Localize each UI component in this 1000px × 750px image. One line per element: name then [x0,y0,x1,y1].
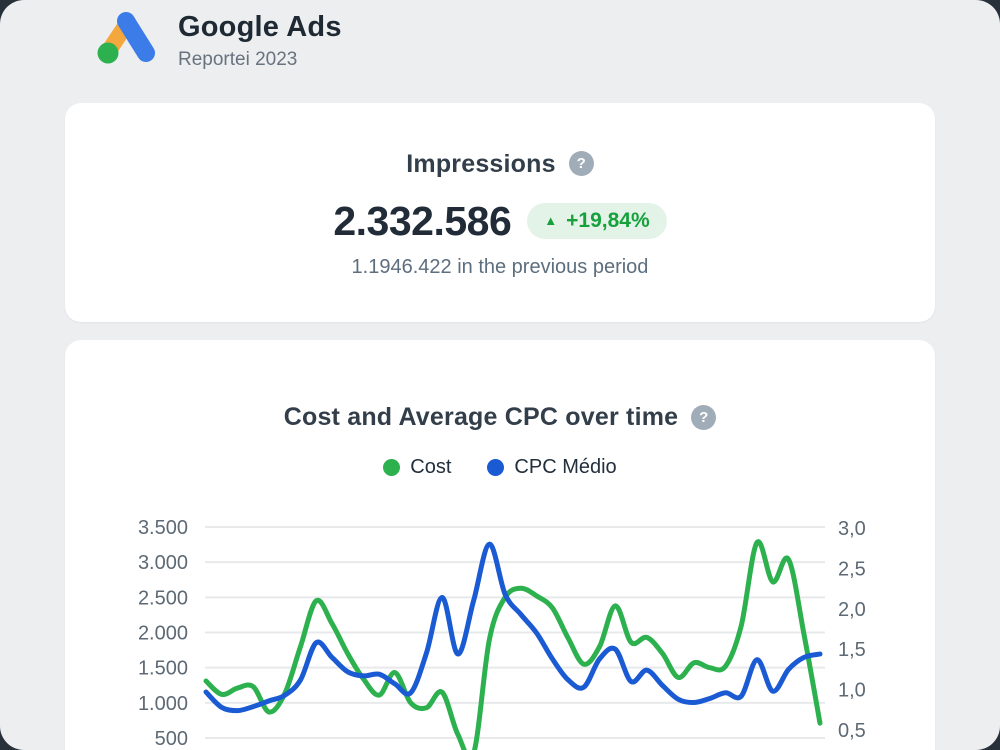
delta-value: +19,84% [566,208,650,232]
svg-text:1,5: 1,5 [838,639,866,661]
cpc-legend-dot-icon [487,458,505,476]
svg-text:0,5: 0,5 [838,720,866,742]
chart-help-icon[interactable]: ? [691,404,717,430]
impressions-metric-row: 2.332.586 ▲ +19,84% [333,197,667,245]
svg-text:1,0: 1,0 [838,680,866,702]
header-titles: Google Ads Reportei 2023 [178,8,342,72]
logo-blue-bar [117,12,155,62]
svg-text:1.000: 1.000 [138,693,188,715]
logo-green-dot [97,42,119,64]
chart-card: Cost and Average CPC over time ? Cost CP… [65,340,935,750]
impressions-value: 2.332.586 [333,197,512,244]
cost-legend-dot-icon [383,458,401,476]
google-ads-logo [97,12,155,64]
svg-text:2,5: 2,5 [838,558,866,580]
cost-cpc-line-chart[interactable]: 3.500 3.000 2.500 2.000 1.500 1.000 500 3,0 2,5 2… [130,505,880,750]
impressions-card: Impressions ? 2.332.586 ▲ +19,84% 1.1946… [65,103,935,322]
report-header: Google Ads Reportei 2023 [92,8,342,72]
delta-badge: ▲ +19,84% [527,202,667,239]
svg-text:500: 500 [155,728,188,750]
svg-text:2.000: 2.000 [138,623,188,645]
svg-text:3,0: 3,0 [838,518,866,540]
chart-title-row: Cost and Average CPC over time ? [284,400,717,434]
svg-text:3.000: 3.000 [138,552,188,574]
page-title: Google Ads [178,11,342,43]
cost-legend-label: Cost [410,456,452,478]
svg-text:3.500: 3.500 [138,517,188,539]
impressions-title-row: Impressions ? [406,147,594,181]
up-triangle-icon: ▲ [544,213,558,228]
chart-title: Cost and Average CPC over time [283,403,679,431]
legend-item-cost[interactable]: Cost [383,454,451,480]
chart-legend: Cost CPC Médio [383,454,617,480]
previous-period-text: 1.1946.422 in the previous period [351,255,649,278]
page-subtitle: Reportei 2023 [178,49,298,70]
cpc-legend-label: CPC Médio [514,456,617,478]
legend-item-cpc[interactable]: CPC Médio [487,454,617,480]
impressions-title: Impressions [406,149,556,178]
impressions-help-icon[interactable]: ? [568,151,594,176]
svg-text:2.500: 2.500 [138,587,188,609]
svg-text:2,0: 2,0 [838,599,866,621]
svg-text:1.500: 1.500 [138,658,188,680]
